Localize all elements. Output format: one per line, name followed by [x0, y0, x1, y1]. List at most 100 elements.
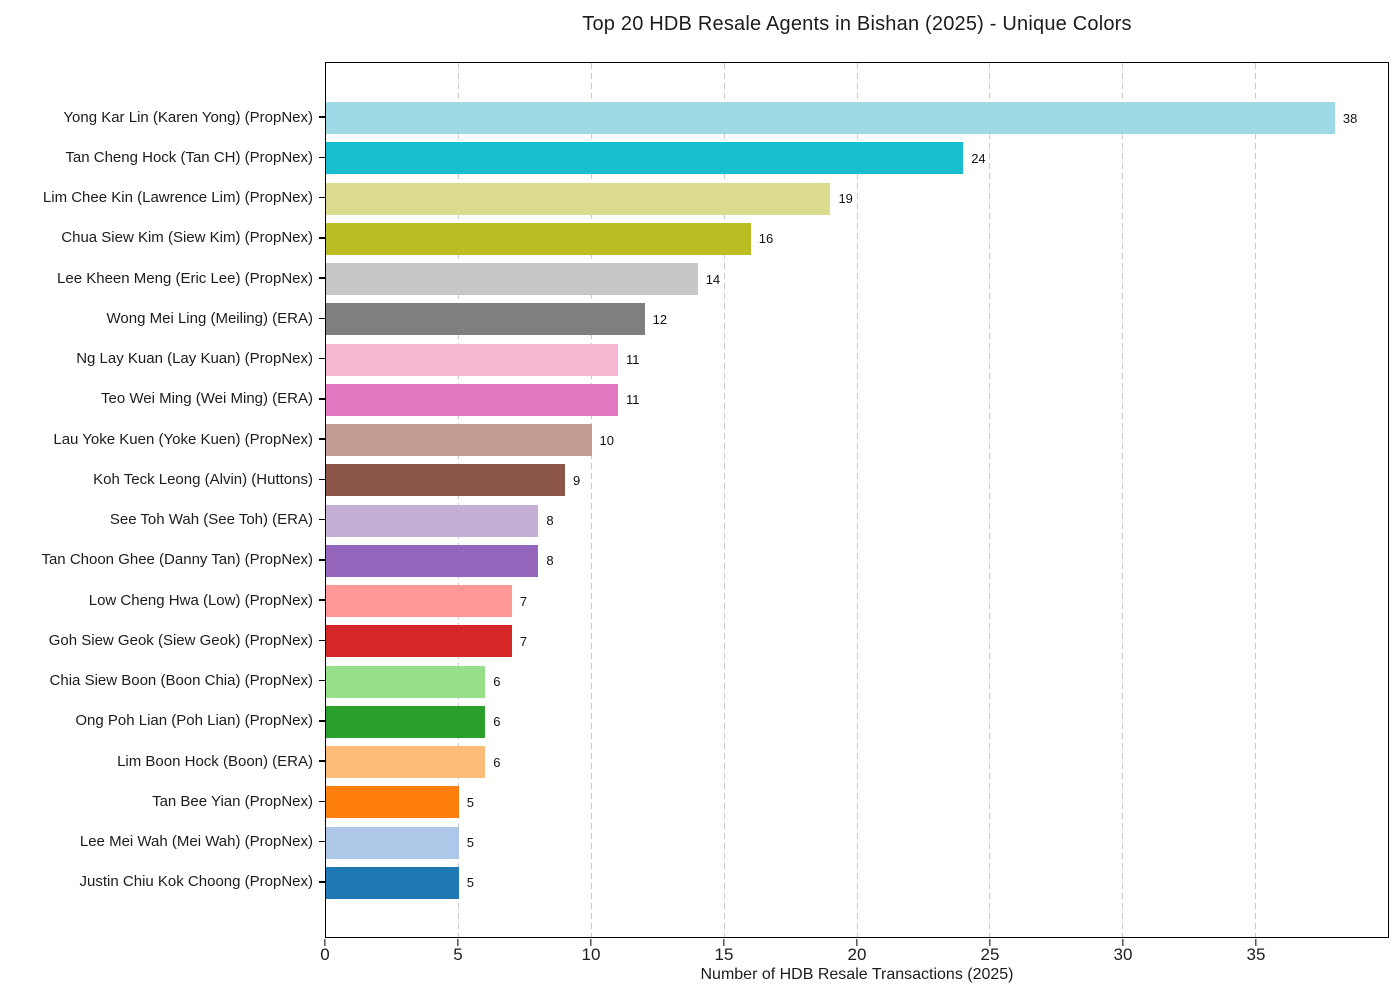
bar-row: 6	[326, 742, 1388, 782]
y-axis-category-label: See Toh Wah (See Toh) (ERA)	[109, 511, 313, 529]
x-tick-label-15: 15	[714, 945, 734, 964]
x-axis-label: Number of HDB Resale Transactions (2025)	[700, 966, 1014, 983]
y-axis-category-label: Chua Siew Kim (Siew Kim) (PropNex)	[61, 229, 313, 247]
y-tick-mark	[318, 156, 325, 159]
y-tick-mark	[318, 317, 325, 320]
bar-value-label: 24	[971, 150, 986, 166]
bar	[326, 222, 751, 255]
y-tick	[318, 620, 325, 660]
bar-row: 7	[326, 621, 1388, 661]
y-axis-ticks	[318, 97, 325, 902]
bar-value-label: 19	[838, 191, 853, 207]
x-tick-mark-35	[1255, 939, 1257, 946]
bar-value-label: 8	[546, 513, 554, 529]
x-tick-mark-20	[856, 939, 858, 946]
bar-value-label: 9	[572, 472, 581, 488]
x-tick-mark-0	[324, 939, 326, 946]
bar	[326, 343, 619, 376]
y-axis-category-label: Wong Mei Ling (Meiling) (ERA)	[106, 309, 313, 327]
bar-value-label: 38	[1342, 110, 1358, 126]
grid-layer	[326, 63, 1388, 937]
y-axis-category-label: Lau Yoke Kuen (Yoke Kuen) (PropNex)	[53, 430, 313, 448]
bar-row: 9	[326, 460, 1388, 500]
x-tick-label-5: 5	[453, 945, 463, 964]
y-axis-category-label: Teo Wei Ming (Wei Ming) (ERA)	[101, 390, 313, 408]
bar-value-label: 14	[705, 271, 721, 287]
y-tick	[318, 339, 325, 379]
y-tick	[318, 218, 325, 258]
gridline-x-30	[1122, 63, 1123, 937]
bar-value-label: 11	[626, 392, 640, 408]
bar-row: 24	[326, 138, 1388, 178]
y-axis-category-label: Koh Teck Leong (Alvin) (Huttons)	[93, 470, 313, 488]
y-axis-category-label: Goh Siew Geok (Siew Geok) (PropNex)	[48, 631, 313, 649]
bar-value-label: 5	[466, 835, 474, 851]
y-tick-mark	[318, 559, 325, 561]
y-axis-category-label: Chia Siew Boon (Boon Chia) (PropNex)	[49, 672, 313, 690]
bar-value-label: 5	[466, 875, 474, 891]
y-tick-mark	[318, 881, 325, 883]
y-axis-category-label: Ng Lay Kuan (Lay Kuan) (PropNex)	[76, 350, 313, 368]
y-tick-mark	[318, 679, 325, 682]
y-tick	[318, 379, 325, 419]
bar-row: 8	[326, 501, 1388, 541]
bar	[326, 182, 831, 215]
bar-value-label: 6	[493, 674, 501, 690]
y-tick	[318, 741, 325, 781]
y-axis-category-label: Lee Mei Wah (Mei Wah) (PropNex)	[79, 833, 313, 851]
x-axis-tick-labels: 0 5 10 15 20 25 30 35	[320, 945, 1389, 964]
bar	[326, 625, 512, 658]
bar-value-label: 16	[758, 231, 774, 247]
y-axis-category-label: Tan Bee Yian (PropNex)	[152, 792, 313, 810]
y-tick	[318, 298, 325, 338]
x-tick-label-0: 0	[320, 945, 330, 964]
y-tick-mark	[318, 639, 325, 642]
y-axis-category-label: Lim Chee Kin (Lawrence Lim) (PropNex)	[42, 189, 313, 207]
gridline-x-15	[723, 63, 725, 937]
bar-row: 5	[326, 782, 1388, 822]
y-tick	[318, 540, 325, 580]
y-tick-mark	[318, 720, 325, 722]
bar-value-label: 6	[493, 714, 501, 730]
bar-row: 38	[326, 98, 1388, 138]
bar	[326, 263, 698, 296]
gridline-x-35	[1254, 63, 1256, 937]
bar-value-label: 6	[493, 754, 501, 770]
y-tick	[318, 822, 325, 862]
y-axis-category-label: Lee Kheen Meng (Eric Lee) (PropNex)	[57, 269, 313, 287]
bar	[326, 705, 486, 738]
x-tick-mark-5	[457, 939, 459, 946]
bar-value-label: 7	[519, 633, 528, 649]
bar-row: 10	[326, 420, 1388, 460]
bar-row: 14	[326, 259, 1388, 299]
x-tick-mark-15	[723, 939, 725, 946]
y-tick	[318, 419, 325, 459]
y-tick-mark	[318, 478, 325, 481]
y-tick	[318, 97, 325, 137]
gridline-x-25	[989, 63, 991, 937]
y-tick	[318, 580, 325, 620]
bar-row: 6	[326, 702, 1388, 742]
bar-row: 8	[326, 541, 1388, 581]
x-tick-label-20: 20	[847, 945, 867, 964]
y-tick-mark	[318, 398, 325, 400]
bar	[326, 102, 1335, 135]
y-tick	[318, 701, 325, 741]
y-tick	[318, 781, 325, 821]
bar-row: 16	[326, 219, 1388, 259]
chart-title: Top 20 HDB Resale Agents in Bishan (2025…	[582, 13, 1132, 35]
y-tick	[318, 661, 325, 701]
y-axis-category-label: Low Cheng Hwa (Low) (PropNex)	[88, 591, 313, 609]
y-tick	[318, 459, 325, 499]
y-tick-mark	[318, 760, 325, 762]
bar	[326, 424, 592, 457]
bar-row: 12	[326, 299, 1388, 339]
y-tick-mark	[318, 840, 325, 843]
bar-value-label: 5	[466, 794, 474, 810]
bar-row: 11	[326, 340, 1388, 380]
bar	[326, 826, 459, 859]
y-tick-mark	[318, 196, 325, 199]
x-tick-mark-10	[590, 939, 592, 946]
x-tick-mark-30	[1122, 939, 1124, 946]
